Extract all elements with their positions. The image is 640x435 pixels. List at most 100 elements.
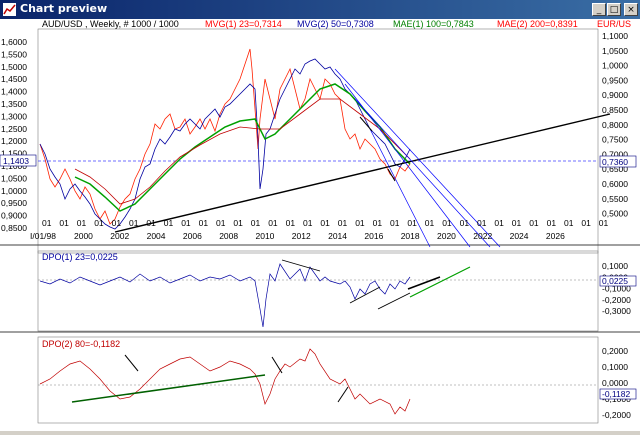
x-axis-month-label: 01 bbox=[94, 218, 104, 228]
mae2-red-line bbox=[74, 98, 411, 205]
x-axis-month-label: 01 bbox=[529, 218, 539, 228]
x-axis-month-label: 01 bbox=[59, 218, 69, 228]
x-axis-month-label: 01 bbox=[494, 218, 504, 228]
left-axis-tick: 0,9000 bbox=[1, 211, 27, 221]
left-axis-tick: 1,4500 bbox=[1, 74, 27, 84]
dpo2-green-trend bbox=[71, 374, 266, 403]
x-axis-year-label: 2016 bbox=[364, 231, 383, 241]
dpo1-series bbox=[39, 263, 411, 328]
chart-canvas[interactable]: AUD/USD , Weekly, # 1000 / 1000 MVG(1) 2… bbox=[0, 19, 640, 431]
dpo2-arrow-3 bbox=[337, 386, 349, 403]
right-axis-tick: 1,0500 bbox=[602, 46, 628, 56]
x-axis-month-label: 01 bbox=[460, 218, 470, 228]
arrow-marker-2 bbox=[387, 168, 396, 182]
dpo2-axis-tick: 0,0000 bbox=[602, 378, 628, 388]
left-axis-tick: 1,5000 bbox=[1, 62, 27, 72]
audusd-blue-series bbox=[39, 58, 411, 230]
channel-line-3 bbox=[354, 98, 491, 248]
right-axis-tick: 1,1000 bbox=[602, 31, 628, 41]
left-axis-tick: 1,2500 bbox=[1, 124, 27, 134]
x-axis-month-label: 01 bbox=[233, 218, 243, 228]
x-axis-month-label: 01 bbox=[477, 218, 487, 228]
x-axis-month-label: 01 bbox=[251, 218, 261, 228]
dpo1-current-value: 0,0225 bbox=[602, 276, 628, 286]
left-axis-tick: 1,5500 bbox=[1, 49, 27, 59]
dpo1-axis-tick: -0,1000 bbox=[602, 284, 631, 294]
indicator-legend-item: MVG(1) 23=0,7314 bbox=[205, 19, 282, 29]
dpo1-trend-3 bbox=[377, 292, 411, 310]
left-axis-tick: 0,8500 bbox=[1, 223, 27, 233]
dpo1-axis-tick: -0,2000 bbox=[602, 295, 631, 305]
left-axis-tick: 1,4000 bbox=[1, 87, 27, 97]
x-axis-year-label: 2000 bbox=[74, 231, 93, 241]
dpo1-trend-2 bbox=[349, 286, 381, 304]
dpo2-axis-tick: -0,2000 bbox=[602, 410, 631, 420]
panel2-frame bbox=[37, 250, 599, 332]
x-axis-year-label: 2026 bbox=[546, 231, 565, 241]
right-axis-tick: 0,8000 bbox=[602, 120, 628, 130]
x-axis-month-label: 01 bbox=[581, 218, 591, 228]
right-axis-tick: 0,9000 bbox=[602, 90, 628, 100]
close-button[interactable]: × bbox=[624, 3, 638, 16]
mae1-green-line bbox=[74, 83, 411, 212]
x-axis-year-label: 2014 bbox=[328, 231, 347, 241]
channel-line-1 bbox=[334, 68, 501, 248]
right-axis-tick: 0,5000 bbox=[602, 209, 628, 219]
dpo2-current-value: -0,1182 bbox=[602, 389, 630, 399]
x-axis-month-label: 01 bbox=[338, 218, 348, 228]
x-axis-month-label: 01 bbox=[199, 218, 209, 228]
minimize-button[interactable]: _ bbox=[592, 3, 606, 16]
x-axis-month-label: 01 bbox=[390, 218, 400, 228]
x-axis-month-label: 01 bbox=[164, 218, 174, 228]
left-price-axis: 1,6000 1,5500 1,5000 1,4500 1,4000 1,3500 1,30… bbox=[1, 37, 27, 233]
right-current-value: 0,7360 bbox=[602, 157, 628, 167]
x-axis-year-label: I/01/98 bbox=[30, 231, 56, 241]
dpo1-trend-4 bbox=[407, 276, 441, 290]
dpo2-arrow-2 bbox=[271, 356, 283, 374]
x-axis-month-label: 01 bbox=[442, 218, 452, 228]
left-axis-tick: 1,0000 bbox=[1, 186, 27, 196]
right-current-box bbox=[599, 155, 637, 168]
panel1-frame bbox=[37, 28, 599, 254]
x-axis-month-label: 01 bbox=[129, 218, 139, 228]
left-axis-tick: 1,1500 bbox=[1, 149, 27, 159]
left-axis-tick: 1,2000 bbox=[1, 136, 27, 146]
chart-area: AUD/USD , Weekly, # 1000 / 1000 MVG(1) 2… bbox=[0, 19, 640, 431]
x-axis-month-label: 01 bbox=[286, 218, 296, 228]
dpo1-label: DPO(1) 23=0,0225 bbox=[42, 252, 118, 262]
x-axis-month-label: 01 bbox=[268, 218, 278, 228]
right-axis-tick: 0,5500 bbox=[602, 194, 628, 204]
indicator-legend-item: EUR/US bbox=[597, 19, 631, 29]
x-axis-year-label: 2018 bbox=[401, 231, 420, 241]
dpo1-green-trend bbox=[409, 266, 471, 298]
x-axis-year-label: 2024 bbox=[510, 231, 529, 241]
left-axis-tick: 1,3000 bbox=[1, 111, 27, 121]
left-current-value: 1,1403 bbox=[3, 156, 29, 166]
symbol-label: AUD/USD , Weekly, # 1000 / 1000 bbox=[42, 19, 179, 29]
dpo1-trend-1 bbox=[281, 259, 321, 272]
right-axis-tick: 1,0000 bbox=[602, 61, 628, 71]
maximize-button[interactable]: □ bbox=[607, 3, 621, 16]
x-axis-month-label: 01 bbox=[42, 218, 52, 228]
indicator-legend: MVG(1) 23=0,7314 MVG(2) 50=0,7308 MAE(1) 1… bbox=[205, 19, 631, 29]
x-axis-year-label: 2002 bbox=[110, 231, 129, 241]
dpo2-series bbox=[39, 348, 411, 415]
window-title: Chart preview bbox=[20, 2, 108, 15]
x-axis-year-label: 2012 bbox=[292, 231, 311, 241]
indicator-legend-item: MAE(2) 200=0,8391 bbox=[497, 19, 578, 29]
eurusd-red-series bbox=[39, 48, 411, 225]
dpo2-axis-tick: 0,1000 bbox=[602, 362, 628, 372]
arrow-marker-1 bbox=[359, 116, 373, 132]
x-axis-year-label: 2006 bbox=[183, 231, 202, 241]
dpo2-label: DPO(2) 80=-0,1182 bbox=[42, 339, 120, 349]
panel3-frame bbox=[37, 336, 599, 424]
channel-line-4 bbox=[369, 128, 431, 248]
long-term-trendline bbox=[114, 113, 611, 233]
right-axis-tick: 0,7500 bbox=[602, 135, 628, 145]
x-axis-month-label: 01 bbox=[599, 218, 609, 228]
left-axis-tick: 1,6000 bbox=[1, 37, 27, 47]
time-axis: 01 01 01 01 01 01 01 01 01 01 01 01 01 01 01 01 01 01 01 01… bbox=[30, 218, 609, 241]
